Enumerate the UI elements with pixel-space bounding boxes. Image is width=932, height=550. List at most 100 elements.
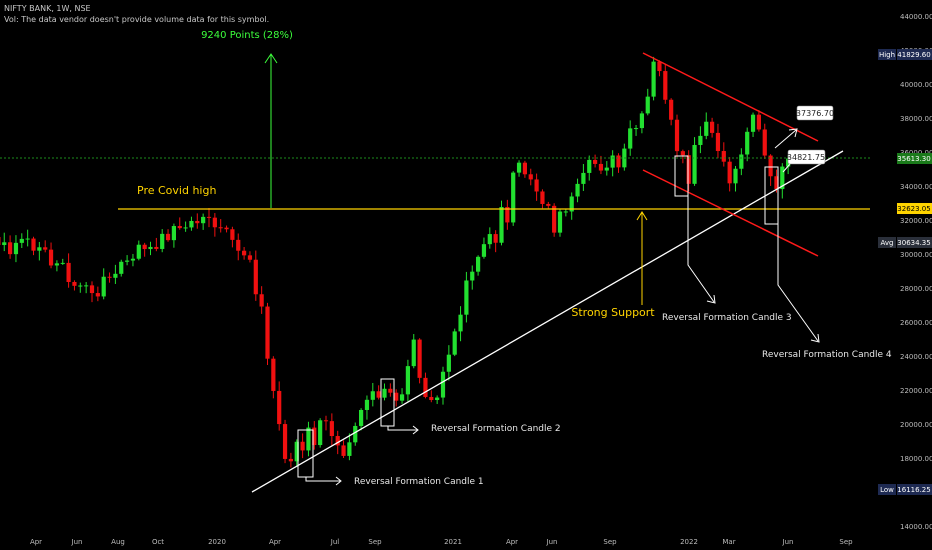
candle-body	[323, 420, 329, 422]
candle-body	[19, 238, 24, 243]
candle-body	[686, 155, 691, 184]
candle-body	[125, 260, 130, 262]
y-tick-label-9: 32000.00	[900, 217, 932, 225]
current-value: 35613.30	[897, 155, 930, 163]
candle-body	[516, 162, 522, 173]
avg-tag: Avg	[881, 239, 894, 247]
low-tag: Low	[880, 486, 894, 494]
candle-body	[224, 227, 229, 230]
candle-body	[645, 96, 650, 114]
candle-body	[2, 242, 7, 246]
candle-body	[598, 163, 604, 171]
candle-body	[715, 132, 721, 152]
candle-body	[639, 113, 644, 129]
candle-body	[359, 409, 364, 426]
candle-body	[733, 168, 738, 184]
symbol-title: NIFTY BANK, 1W, NSE	[4, 4, 91, 13]
candle-body	[300, 441, 305, 451]
candle-body	[628, 128, 633, 149]
candle-body	[265, 306, 270, 359]
pre-covid-label: Pre Covid high	[137, 184, 216, 197]
volume-note: Vol: The data vendor doesn't provide vol…	[4, 15, 270, 24]
candle-body	[335, 436, 340, 446]
candle3-connector	[687, 196, 715, 303]
candle-body	[505, 207, 510, 223]
candle-body	[218, 227, 223, 229]
candle-body	[557, 211, 563, 233]
x-tick-label-8: 2021	[444, 538, 462, 546]
y-tick-label-2: 18000.00	[900, 455, 932, 463]
candle-body	[154, 246, 159, 249]
candle-body	[8, 242, 13, 255]
candle-body	[54, 263, 59, 266]
y-tick-label-4: 22000.00	[900, 387, 932, 395]
candle2-connector	[387, 426, 418, 431]
candle-body	[405, 366, 410, 395]
candle-body	[171, 226, 176, 241]
candle-body	[259, 294, 264, 307]
candle-body	[476, 256, 481, 272]
y-tick-label-0: 14000.00	[900, 523, 932, 531]
x-tick-label-15: Sep	[839, 538, 853, 546]
candle-body	[341, 445, 346, 456]
candle-body	[452, 331, 457, 355]
candle-body	[616, 155, 621, 168]
candle-body	[727, 161, 732, 184]
candle4-connector	[777, 224, 819, 342]
candle-body	[370, 391, 375, 400]
candle-body	[750, 114, 756, 132]
candle-body	[48, 249, 54, 266]
candle-body	[329, 421, 334, 437]
candle-body	[704, 121, 709, 136]
candle-body	[435, 397, 440, 401]
candle-body	[768, 155, 773, 177]
candle-body	[382, 388, 387, 398]
candle-body	[499, 207, 504, 243]
candle-body	[72, 281, 77, 286]
points-move-label: 9240 Points (28%)	[201, 30, 293, 41]
support-value-box	[897, 203, 932, 214]
candle-body	[364, 399, 370, 410]
candle-body	[698, 135, 703, 145]
x-tick-label-1: Jun	[71, 538, 83, 546]
candle-body	[721, 151, 726, 162]
x-tick-label-6: Jul	[330, 538, 340, 546]
x-tick-label-7: Sep	[368, 538, 382, 546]
x-tick-label-14: Jun	[782, 538, 794, 546]
candle-body	[253, 259, 258, 295]
candle-body	[780, 166, 785, 190]
candle-body	[60, 262, 65, 264]
candle-body	[183, 227, 188, 229]
avg-value-box	[897, 237, 932, 248]
candle1-connector	[305, 477, 340, 482]
candle-body	[411, 339, 416, 367]
x-tick-label-13: Mar	[722, 538, 735, 546]
candle-body	[633, 128, 639, 130]
y-tick-label-6: 26000.00	[900, 319, 932, 327]
candle-body	[113, 273, 118, 278]
callout-lower-box	[787, 149, 826, 165]
candle-body	[429, 396, 434, 401]
support-arrow-head	[636, 211, 648, 221]
candle-body	[165, 233, 171, 241]
candle-body	[581, 172, 586, 184]
candle1-label: Reversal Formation Candle 1	[354, 477, 484, 487]
high-value: 41829.60	[897, 51, 930, 59]
candle-body	[353, 425, 358, 443]
candle1-box	[297, 429, 314, 478]
candle-body	[195, 220, 200, 224]
candle-body	[230, 229, 235, 240]
candle-body	[774, 176, 779, 190]
low-value-box	[897, 484, 932, 495]
candle-body	[31, 238, 36, 251]
candle2-box	[380, 378, 395, 427]
x-tick-label-11: Sep	[603, 538, 617, 546]
price-axis: 14000.0016000.0018000.0020000.0022000.00…	[900, 13, 932, 531]
candle-body	[288, 458, 293, 462]
candle-body	[25, 238, 30, 240]
candle1-arrow-head	[335, 476, 342, 486]
candle-body	[756, 114, 761, 130]
channel-upper-line	[642, 52, 819, 142]
x-tick-label-12: 2022	[680, 538, 698, 546]
